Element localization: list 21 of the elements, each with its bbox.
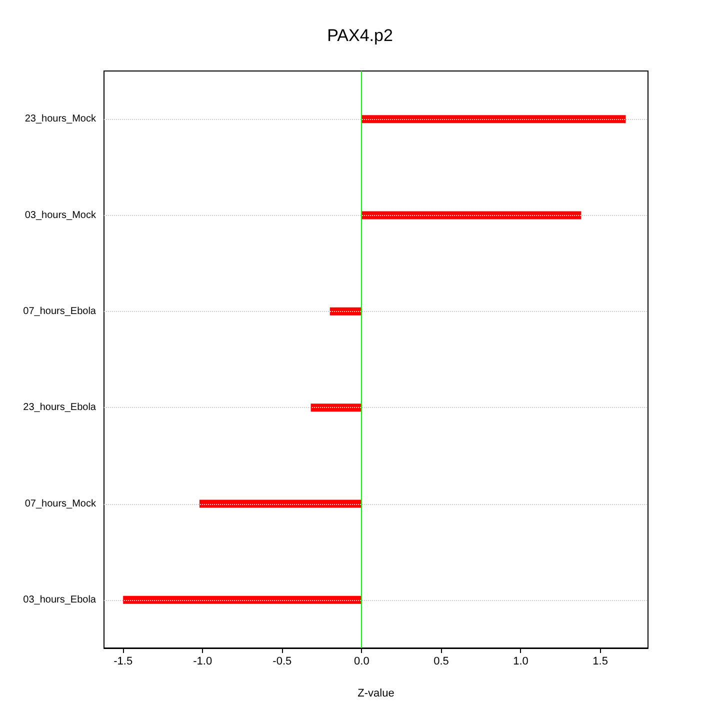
x-tick-label: -0.5 bbox=[272, 656, 292, 668]
bar bbox=[362, 115, 626, 124]
y-tick-label: 03_hours_Mock bbox=[24, 210, 97, 221]
x-tick-label: 0.5 bbox=[434, 656, 449, 668]
bar bbox=[330, 307, 362, 316]
bar bbox=[310, 404, 362, 412]
y-tick-label: 07_hours_Mock bbox=[24, 498, 97, 510]
bar bbox=[199, 500, 362, 508]
chart-title: PAX4.p2 bbox=[327, 26, 393, 45]
bar bbox=[123, 596, 362, 604]
bar bbox=[362, 211, 582, 220]
x-axis-title: Z-value bbox=[358, 688, 394, 700]
x-tick-label: 0.0 bbox=[354, 656, 370, 668]
y-tick-label: 03_hours_Ebola bbox=[23, 594, 96, 606]
x-tick-label: 1.5 bbox=[592, 656, 608, 668]
y-tick-label: 23_hours_Ebola bbox=[23, 402, 96, 414]
x-tick-label: -1.5 bbox=[114, 656, 133, 668]
x-tick-label: -1.0 bbox=[193, 656, 212, 668]
x-tick-label: 1.0 bbox=[513, 656, 528, 668]
y-tick-label: 23_hours_Mock bbox=[24, 114, 97, 125]
y-tick-label: 07_hours_Ebola bbox=[23, 306, 96, 317]
